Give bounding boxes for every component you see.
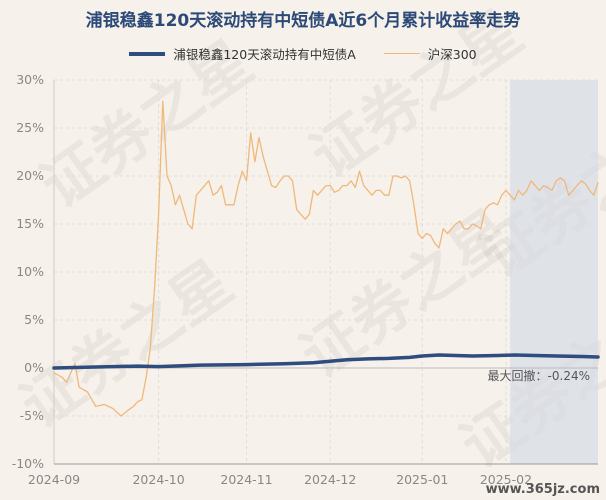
x-tick-label: 2024-12	[304, 472, 356, 487]
legend-swatch-fund	[129, 51, 166, 56]
y-tick-label: 5%	[24, 312, 44, 327]
y-tick-label: 20%	[16, 168, 44, 183]
y-tick-label: -10%	[12, 456, 44, 471]
legend-item-index[interactable]: 沪深300	[383, 44, 477, 63]
x-tick-label: 2024-11	[220, 472, 272, 487]
legend-swatch-index	[383, 52, 420, 55]
x-tick-label: 2025-01	[396, 472, 448, 487]
y-tick-label: 0%	[24, 360, 44, 375]
y-tick-label: 15%	[16, 216, 44, 231]
watermark-text: 证券之星	[28, 27, 265, 222]
legend-label-index: 沪深300	[427, 47, 477, 62]
legend-label-fund: 浦银稳鑫120天滚动持有中短债A	[173, 47, 356, 62]
y-tick-label: 30%	[16, 72, 44, 87]
watermark-text: 证券之星	[298, 0, 535, 192]
x-tick-label: 2024-09	[28, 472, 80, 487]
site-watermark: www.365jz.com	[485, 482, 600, 497]
y-tick-label: -5%	[20, 408, 44, 423]
max-drawdown-annotation: 最大回撤：-0.24%	[488, 368, 590, 383]
legend: 浦银稳鑫120天滚动持有中短债A 沪深300	[0, 44, 606, 63]
legend-item-fund[interactable]: 浦银稳鑫120天滚动持有中短债A	[129, 44, 356, 63]
x-tick-label: 2024-10	[132, 472, 184, 487]
y-tick-label: 10%	[16, 264, 44, 279]
x-tick-label: 2025-02	[480, 472, 532, 487]
series-line-fund	[52, 353, 600, 370]
series-line-index	[53, 100, 599, 417]
y-tick-label: 25%	[16, 120, 44, 135]
chart-title: 浦银稳鑫120天滚动持有中短债A近6个月累计收益率走势	[85, 11, 521, 31]
